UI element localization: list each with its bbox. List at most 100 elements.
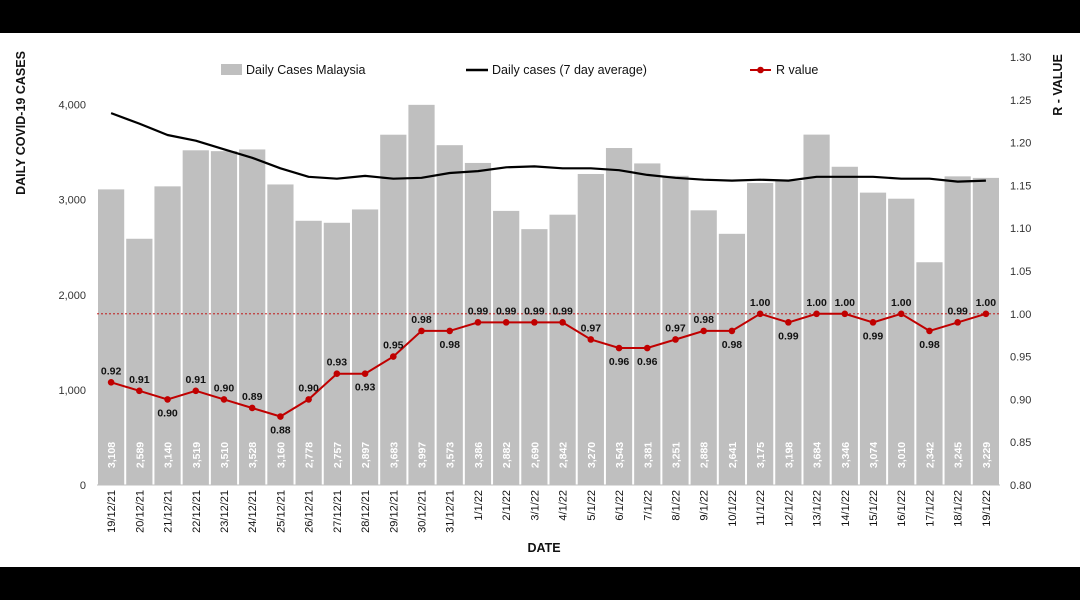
y2-tick-label: 1.25 bbox=[1010, 95, 1031, 107]
bar bbox=[267, 184, 294, 485]
r-value-label: 1.00 bbox=[835, 297, 856, 309]
y2-tick-label: 0.90 bbox=[1010, 394, 1031, 406]
r-value-point bbox=[107, 378, 115, 386]
bar-label: 3,519 bbox=[191, 442, 203, 468]
bar bbox=[521, 229, 548, 485]
legend-bar-swatch bbox=[221, 64, 242, 75]
bar bbox=[972, 177, 999, 485]
x-tick-label: 12/1/22 bbox=[783, 490, 795, 527]
x-tick-label: 20/12/21 bbox=[134, 490, 146, 533]
x-tick-label: 19/1/22 bbox=[981, 490, 993, 527]
r-value-series: 0.92 0.91 0.90 0.91 0.90 0.89 0.88 0.90 0.93 0.93… bbox=[101, 297, 996, 437]
bar-label: 3,381 bbox=[642, 442, 654, 468]
right-axis: 0.80 0.85 0.90 0.95 1.00 1.05 1.10 1.15 1.20 1.25… bbox=[1010, 52, 1031, 492]
x-tick-label: 8/1/22 bbox=[670, 490, 682, 521]
bar-label: 3,510 bbox=[219, 442, 231, 468]
r-value-point bbox=[559, 319, 566, 326]
r-value-label: 0.91 bbox=[186, 374, 207, 386]
bar-label: 3,543 bbox=[614, 442, 626, 468]
bar-label: 2,589 bbox=[134, 442, 146, 468]
bar bbox=[323, 222, 350, 485]
r-value-label: 0.92 bbox=[101, 365, 122, 377]
x-tick-label: 4/1/22 bbox=[558, 490, 570, 521]
bar-label: 2,888 bbox=[699, 442, 711, 468]
y2-tick-label: 1.00 bbox=[1010, 309, 1031, 321]
bar-label: 2,690 bbox=[529, 442, 541, 468]
x-tick-label: 9/1/22 bbox=[699, 490, 711, 521]
y2-tick-label: 0.85 bbox=[1010, 437, 1031, 449]
r-value-label: 0.95 bbox=[383, 340, 404, 352]
r-value-point bbox=[728, 327, 736, 335]
x-tick-label: 14/1/22 bbox=[840, 490, 852, 527]
r-value-point bbox=[926, 327, 933, 335]
bar bbox=[662, 175, 689, 486]
r-value-label: 1.00 bbox=[806, 297, 827, 309]
y2-tick-label: 0.80 bbox=[1010, 480, 1031, 492]
r-value-point bbox=[869, 319, 877, 326]
bar bbox=[859, 192, 887, 485]
x-tick-label: 11/1/22 bbox=[755, 490, 767, 526]
y2-tick-label: 1.30 bbox=[1010, 52, 1031, 64]
x-tick-label: 25/12/21 bbox=[275, 490, 287, 533]
r-value-point bbox=[982, 310, 990, 318]
y-tick-label: 2,000 bbox=[58, 290, 86, 302]
bar-label: 3,528 bbox=[247, 442, 259, 468]
r-value-point bbox=[531, 319, 538, 326]
bar bbox=[944, 176, 971, 485]
y2-axis-title: R - VALUE bbox=[1051, 54, 1065, 116]
average-series bbox=[110, 112, 986, 183]
legend: Daily Cases Malaysia Daily cases (7 day a… bbox=[221, 63, 818, 77]
bar-label: 3,074 bbox=[868, 442, 880, 468]
bar bbox=[831, 166, 858, 485]
x-tick-label: 23/12/21 bbox=[219, 490, 231, 533]
r-value-point bbox=[672, 336, 679, 343]
r-value-label: 0.93 bbox=[355, 382, 376, 394]
r-value-label: 0.90 bbox=[214, 382, 235, 394]
x-tick-label: 21/12/21 bbox=[163, 490, 175, 533]
r-value-point bbox=[954, 319, 961, 326]
bar bbox=[690, 210, 717, 486]
y-tick-label: 3,000 bbox=[58, 195, 86, 207]
r-value-point bbox=[277, 413, 284, 420]
bar bbox=[239, 149, 266, 485]
bar-label: 3,229 bbox=[981, 442, 993, 468]
r-value-point bbox=[248, 404, 256, 412]
bar bbox=[380, 134, 407, 485]
r-value-point bbox=[333, 370, 341, 378]
r-value-point bbox=[305, 396, 312, 403]
r-value-label: 0.96 bbox=[637, 356, 658, 368]
bar bbox=[916, 262, 943, 485]
x-tick-label: 6/1/22 bbox=[614, 490, 626, 521]
bar-label: 3,683 bbox=[388, 442, 400, 468]
bar-label: 2,882 bbox=[501, 442, 513, 468]
y2-tick-label: 1.10 bbox=[1010, 223, 1031, 235]
y-axis-title: DAILY COVID-19 CASES bbox=[14, 51, 28, 195]
r-value-point bbox=[897, 310, 905, 318]
r-value-point bbox=[587, 336, 595, 343]
y-tick-label: 4,000 bbox=[58, 100, 86, 112]
bar-label: 3,573 bbox=[445, 442, 457, 468]
r-value-line bbox=[110, 312, 987, 418]
bar-label: 3,684 bbox=[812, 442, 824, 468]
x-tick-label: 30/12/21 bbox=[417, 490, 429, 533]
legend-r-marker bbox=[757, 66, 764, 74]
bar-label: 3,160 bbox=[275, 442, 287, 468]
y2-tick-label: 1.15 bbox=[1010, 180, 1031, 192]
legend-bar-label: Daily Cases Malaysia bbox=[246, 63, 366, 77]
bar-label: 3,175 bbox=[755, 442, 767, 468]
y2-tick-label: 0.95 bbox=[1010, 352, 1031, 364]
r-value-point bbox=[220, 396, 228, 403]
left-axis: 0 1,000 2,000 3,000 4,000 bbox=[58, 100, 86, 492]
r-value-label: 0.97 bbox=[581, 322, 602, 334]
bar-label: 3,198 bbox=[783, 442, 795, 468]
bar-label: 2,842 bbox=[558, 442, 570, 468]
bar-label: 2,342 bbox=[924, 442, 936, 468]
x-tick-label: 13/1/22 bbox=[812, 490, 824, 527]
x-tick-label: 7/1/22 bbox=[642, 490, 654, 521]
x-tick-label: 28/12/21 bbox=[360, 490, 372, 533]
r-value-point bbox=[361, 370, 369, 378]
r-value-label: 0.99 bbox=[947, 305, 968, 317]
r-value-label: 0.90 bbox=[298, 382, 319, 394]
bar bbox=[775, 180, 802, 486]
